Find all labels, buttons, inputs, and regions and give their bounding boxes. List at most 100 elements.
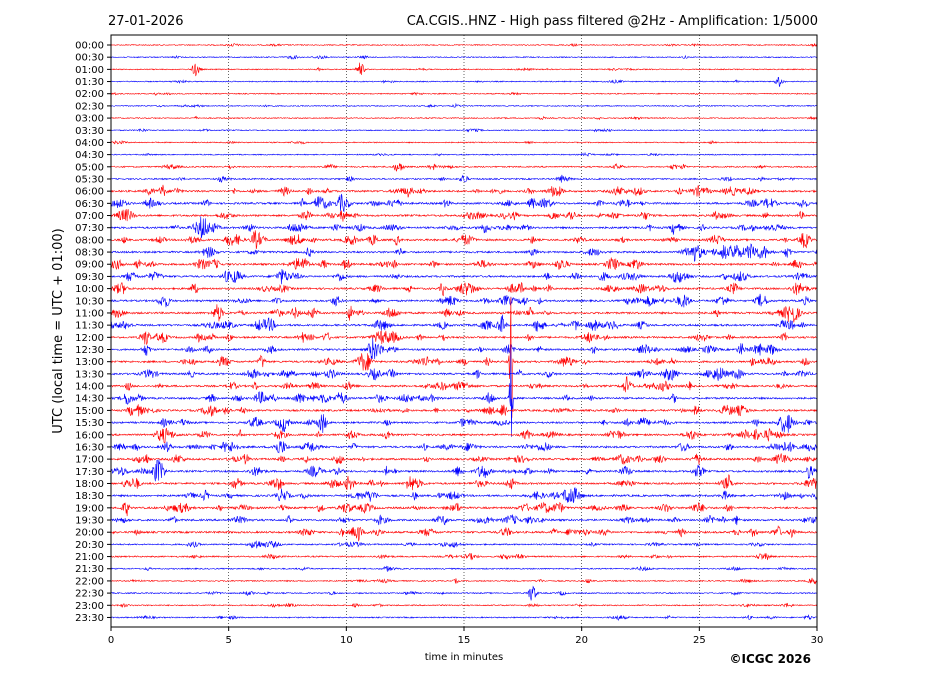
y-tick-label: 09:30: [75, 272, 104, 283]
trace-row: [110, 459, 818, 482]
y-tick-label: 06:30: [75, 199, 104, 210]
x-axis-ticks: 0 5 10 15 20 25 30: [108, 627, 824, 646]
trace-row: [110, 577, 818, 585]
trace-row: [110, 115, 818, 121]
y-tick-label: 03:00: [75, 114, 104, 125]
header-title: CA.CGIS..HNZ - High pass filtered @2Hz -…: [407, 14, 818, 29]
trace-row: [110, 184, 818, 198]
y-tick-label: 13:00: [75, 357, 104, 368]
trace-row: [110, 282, 818, 297]
x-tick-label: 15: [458, 635, 471, 646]
trace-row: [110, 54, 818, 60]
y-tick-label: 17:30: [75, 467, 104, 478]
plot-frame: [110, 34, 818, 628]
trace-row: [110, 525, 818, 542]
y-tick-label: 11:30: [75, 321, 104, 332]
y-tick-label: 23:30: [75, 613, 104, 624]
trace-row: [110, 257, 818, 271]
trace-row: [110, 174, 818, 183]
y-tick-label: 19:00: [75, 503, 104, 514]
y-tick-label: 15:00: [75, 406, 104, 417]
trace-row: [110, 602, 818, 609]
y-tick-label: 14:30: [75, 394, 104, 405]
x-tick-label: 25: [693, 635, 706, 646]
trace-row: [110, 62, 818, 77]
trace-row: [110, 216, 818, 239]
y-tick-label: 07:00: [75, 211, 104, 222]
y-tick-label: 08:30: [75, 248, 104, 259]
y-tick-label: 14:00: [75, 382, 104, 393]
x-tick-label: 10: [340, 635, 353, 646]
trace-row: [110, 376, 818, 393]
y-tick-label: 01:00: [75, 65, 104, 76]
y-tick-label: 22:00: [75, 576, 104, 587]
trace-row: [110, 414, 818, 433]
trace-row: [110, 474, 818, 491]
y-tick-label: 04:00: [75, 138, 104, 149]
trace-row: [110, 486, 818, 503]
y-tick-label: 07:30: [75, 223, 104, 234]
trace-row: [110, 347, 818, 437]
trace-row: [110, 102, 818, 109]
trace-row: [110, 453, 818, 465]
y-tick-label: 15:30: [75, 418, 104, 429]
trace-row: [110, 427, 818, 444]
y-tick-label: 16:30: [75, 442, 104, 453]
trace-row: [110, 367, 818, 381]
y-tick-label: 13:30: [75, 369, 104, 380]
y-tick-label: 23:00: [75, 601, 104, 612]
trace-row: [110, 77, 818, 87]
y-tick-label: 12:00: [75, 333, 104, 344]
y-tick-label: 20:00: [75, 528, 104, 539]
y-tick-label: 19:30: [75, 516, 104, 527]
y-tick-label: 10:30: [75, 296, 104, 307]
y-tick-label: 16:00: [75, 430, 104, 441]
y-tick-label: 09:00: [75, 260, 104, 271]
x-tick-label: 5: [225, 635, 231, 646]
y-tick-label: 10:00: [75, 284, 104, 295]
y-tick-label: 02:30: [75, 101, 104, 112]
y-tick-label: 17:00: [75, 455, 104, 466]
y-tick-label: 00:30: [75, 53, 104, 64]
trace-row: [110, 297, 818, 418]
trace-row: [110, 139, 818, 145]
y-tick-label: 18:00: [75, 479, 104, 490]
trace-row: [110, 585, 818, 602]
trace-row: [110, 553, 818, 561]
y-tick-label: 05:00: [75, 162, 104, 173]
seismic-traces: [110, 42, 818, 621]
trace-row: [110, 565, 818, 572]
trace-row: [110, 514, 818, 526]
trace-row: [110, 42, 818, 48]
trace-row: [110, 243, 818, 262]
trace-row: [110, 230, 818, 250]
trace-row: [110, 162, 818, 172]
trace-row: [110, 151, 818, 157]
y-tick-label: 20:30: [75, 540, 104, 551]
trace-row: [110, 304, 818, 323]
y-tick-label: 11:00: [75, 308, 104, 319]
trace-row: [110, 193, 818, 213]
y-tick-label: 21:00: [75, 552, 104, 563]
y-tick-label: 02:00: [75, 89, 104, 100]
header-date: 27-01-2026: [108, 14, 184, 29]
copyright: ©ICGC 2026: [729, 652, 811, 666]
trace-row: [110, 404, 818, 417]
y-tick-label: 03:30: [75, 126, 104, 137]
trace-row: [110, 614, 818, 621]
y-tick-label: 05:30: [75, 174, 104, 185]
x-tick-label: 20: [575, 635, 588, 646]
trace-row: [110, 330, 818, 346]
trace-row: [110, 440, 818, 454]
y-tick-label: 22:30: [75, 589, 104, 600]
trace-row: [110, 268, 818, 285]
x-axis-label: time in minutes: [425, 652, 504, 663]
trace-row: [110, 209, 818, 222]
y-tick-label: 04:30: [75, 150, 104, 161]
y-tick-label: 01:30: [75, 77, 104, 88]
trace-row: [110, 540, 818, 549]
y-tick-label: 21:30: [75, 564, 104, 575]
x-tick-label: 30: [811, 635, 824, 646]
